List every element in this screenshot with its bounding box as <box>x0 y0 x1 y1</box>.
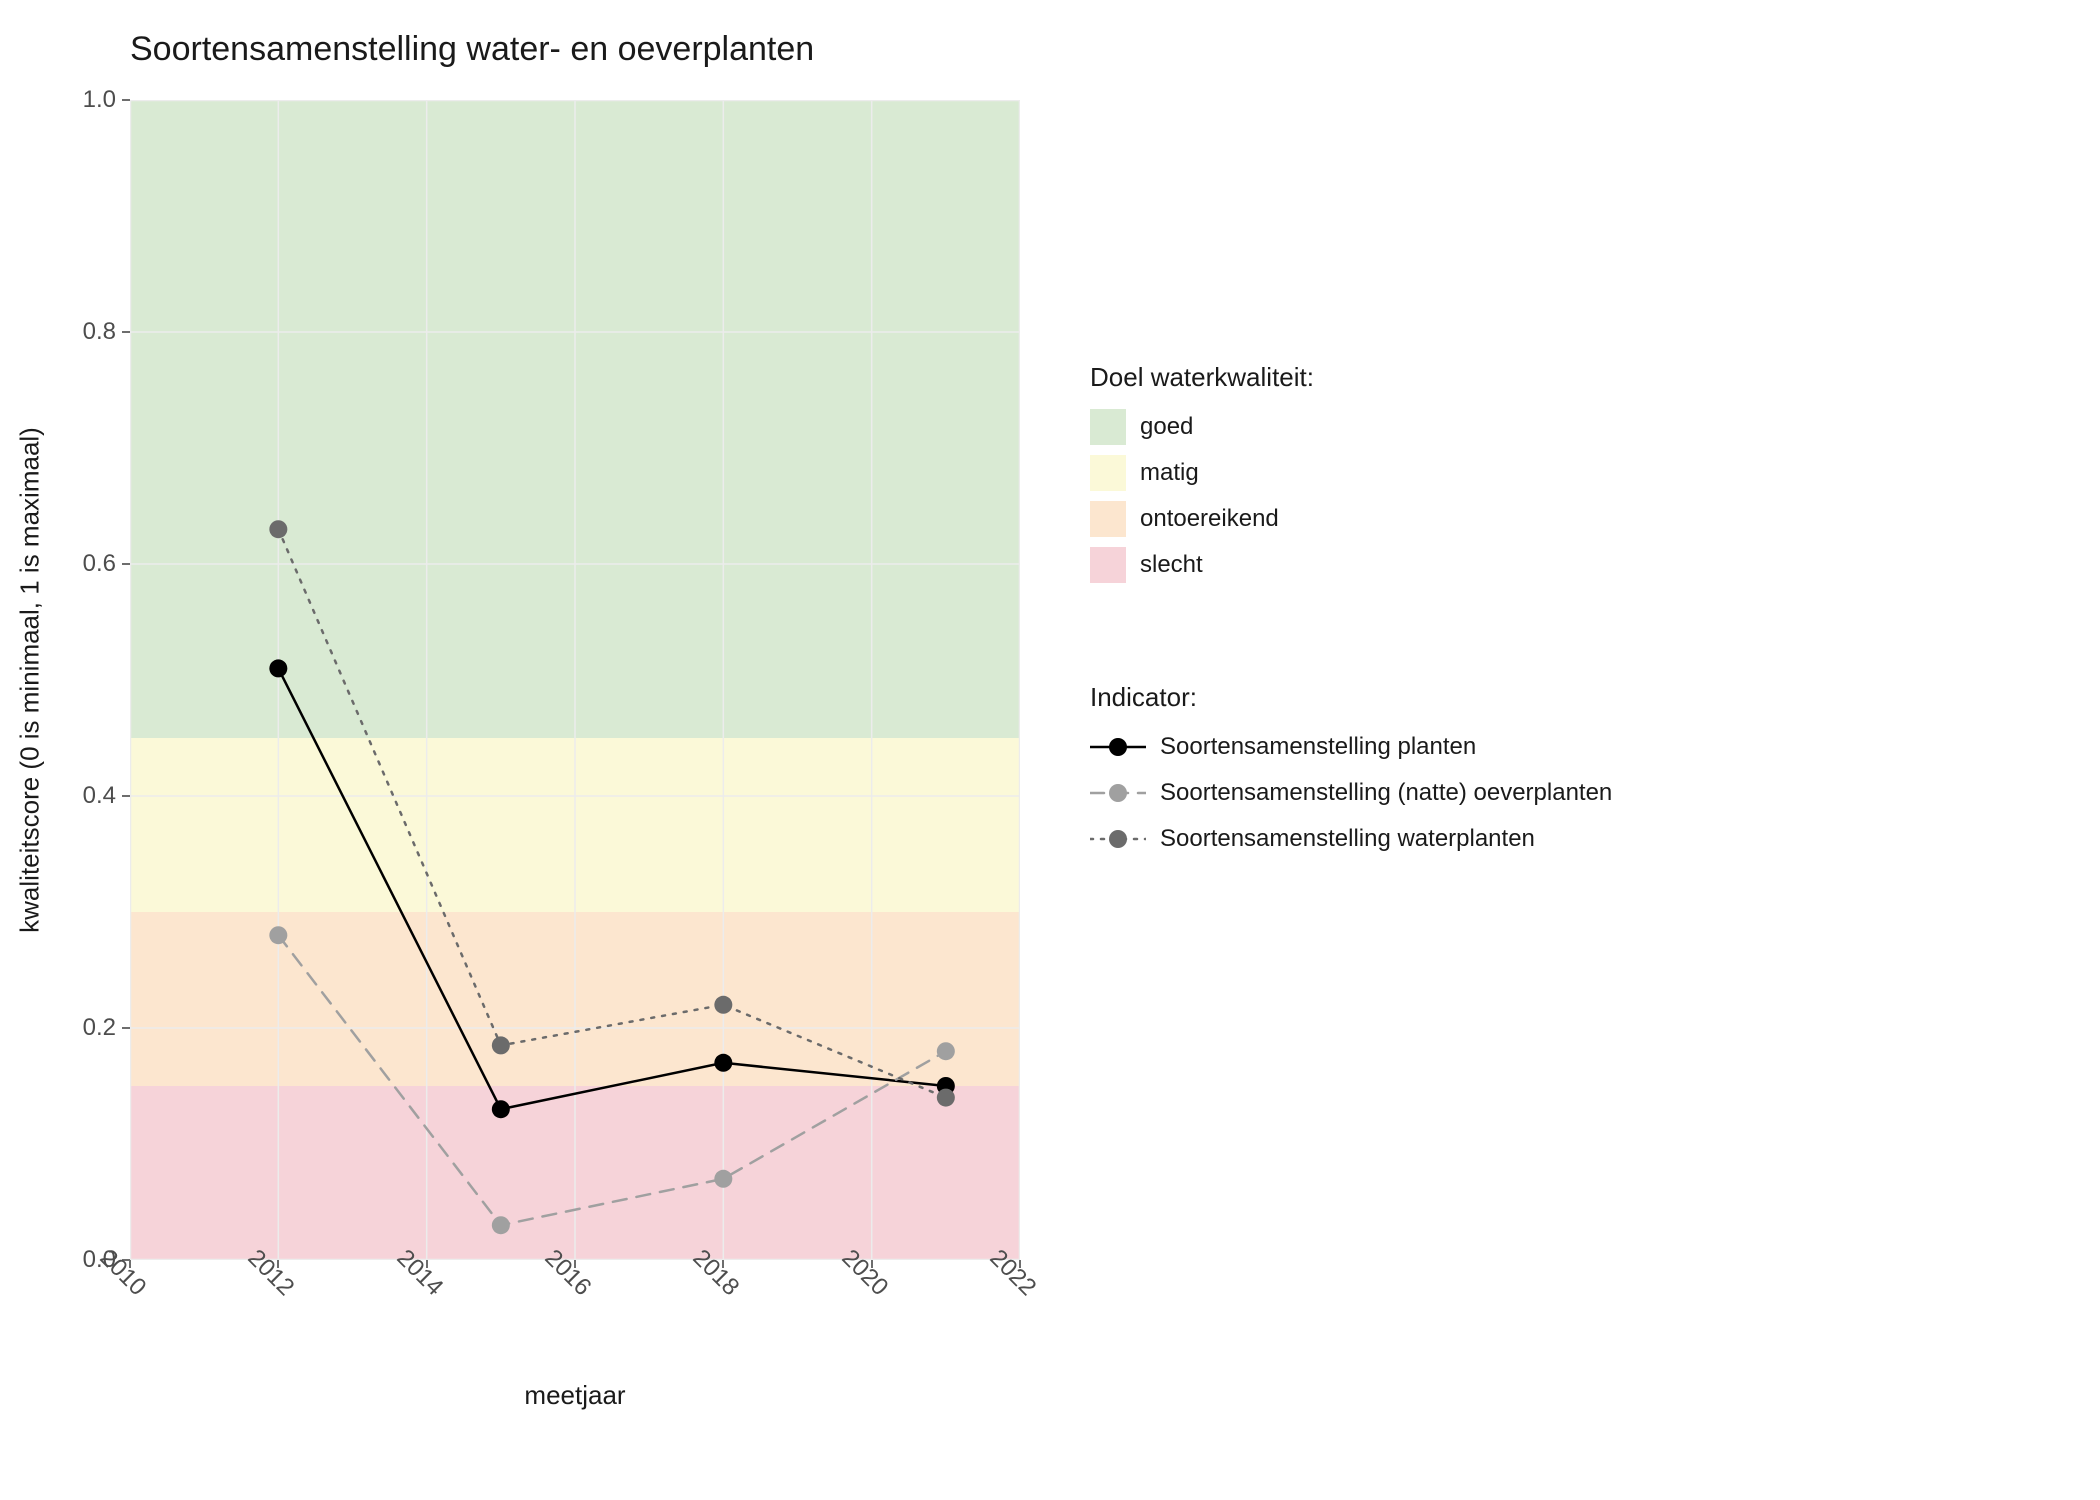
y-tick-label: 0.4 <box>83 782 116 810</box>
legend-series: Indicator: Soortensamenstelling planten S… <box>1090 682 1612 865</box>
series-marker <box>492 1100 510 1118</box>
legend-bands: Doel waterkwaliteit: goed matig ontoereike… <box>1090 362 1314 591</box>
legend-label: Soortensamenstelling waterplanten <box>1160 825 1535 853</box>
x-axis-label: meetjaar <box>524 1380 625 1411</box>
y-axis-label: kwaliteitscore (0 is minimaal, 1 is maxi… <box>15 427 46 933</box>
series-marker <box>269 659 287 677</box>
legend-swatch <box>1090 501 1126 537</box>
y-tick-label: 0.8 <box>83 318 116 346</box>
legend-band-item: matig <box>1090 453 1314 493</box>
chart-container: Soortensamenstelling water- en oeverplan… <box>0 0 2100 1500</box>
legend-label: matig <box>1140 459 1199 487</box>
series-marker <box>937 1089 955 1107</box>
legend-label: Soortensamenstelling planten <box>1160 733 1476 761</box>
series-marker <box>937 1042 955 1060</box>
series-marker <box>714 996 732 1014</box>
series-marker <box>714 1170 732 1188</box>
y-tick <box>122 1027 130 1029</box>
series-marker <box>492 1036 510 1054</box>
legend-line-swatch <box>1090 775 1146 811</box>
plot-area <box>130 100 1020 1260</box>
legend-label: goed <box>1140 413 1193 441</box>
series-marker <box>269 520 287 538</box>
legend-swatch <box>1090 547 1126 583</box>
legend-series-title: Indicator: <box>1090 682 1612 713</box>
legend-label: slecht <box>1140 551 1203 579</box>
legend-series-item: Soortensamenstelling (natte) oeverplante… <box>1090 773 1612 813</box>
legend-line-swatch <box>1090 821 1146 857</box>
legend-swatch <box>1090 409 1126 445</box>
y-tick <box>122 563 130 565</box>
legend-swatch <box>1090 455 1126 491</box>
series-marker <box>714 1054 732 1072</box>
legend-band-item: slecht <box>1090 545 1314 585</box>
legend-bands-title: Doel waterkwaliteit: <box>1090 362 1314 393</box>
legend-series-item: Soortensamenstelling waterplanten <box>1090 819 1612 859</box>
y-tick-label: 0.2 <box>83 1014 116 1042</box>
legend-series-item: Soortensamenstelling planten <box>1090 727 1612 767</box>
series-marker <box>269 926 287 944</box>
legend-band-item: ontoereikend <box>1090 499 1314 539</box>
chart-title: Soortensamenstelling water- en oeverplan… <box>130 30 814 69</box>
y-tick <box>122 99 130 101</box>
legend-line-swatch <box>1090 729 1146 765</box>
y-tick <box>122 331 130 333</box>
legend-label: ontoereikend <box>1140 505 1279 533</box>
y-tick-label: 1.0 <box>83 86 116 114</box>
y-tick <box>122 795 130 797</box>
y-tick-label: 0.6 <box>83 550 116 578</box>
legend-label: Soortensamenstelling (natte) oeverplante… <box>1160 779 1612 807</box>
legend-band-item: goed <box>1090 407 1314 447</box>
series-marker <box>492 1216 510 1234</box>
